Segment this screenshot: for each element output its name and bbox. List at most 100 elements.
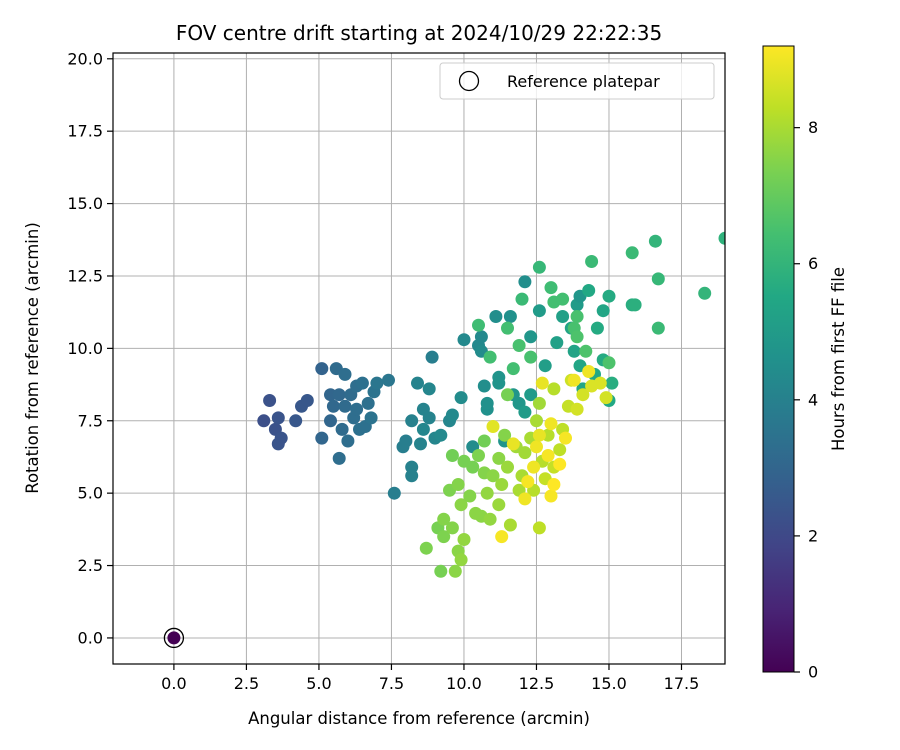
y-tick-label: 2.5: [78, 556, 103, 575]
y-tick-label: 0.0: [78, 628, 103, 647]
scatter-point: [570, 310, 584, 323]
scatter-point: [590, 321, 604, 335]
scatter-point: [489, 310, 503, 323]
scatter-point: [718, 231, 725, 245]
scatter-point: [472, 318, 485, 332]
scatter-point: [544, 489, 558, 503]
colorbar: [762, 45, 795, 673]
scatter-point: [495, 478, 509, 491]
scatter-point: [605, 376, 619, 390]
grid-lines: [113, 53, 725, 664]
scatter-point: [648, 234, 662, 248]
scatter-point: [382, 373, 395, 387]
y-tick-label: 17.5: [67, 122, 103, 141]
scatter-point: [593, 376, 607, 390]
x-tick-label: 12.5: [519, 674, 555, 693]
colorbar-label: Hours from first FF file: [829, 267, 848, 451]
scatter-point: [387, 486, 401, 500]
scatter-point: [501, 460, 514, 474]
scatter-point: [448, 564, 462, 578]
scatter-point: [457, 533, 471, 546]
scatter-point: [416, 422, 430, 436]
scatter-point: [405, 414, 419, 428]
scatter-point: [474, 330, 488, 344]
scatter-point: [300, 394, 314, 407]
scatter-point: [355, 376, 369, 390]
scatter-point: [332, 388, 346, 402]
scatter-point: [422, 411, 436, 425]
scatter-point: [530, 414, 543, 428]
scatter-point: [466, 460, 480, 474]
scatter-point: [315, 431, 329, 445]
chart-title: FOV centre drift starting at 2024/10/29 …: [176, 21, 662, 45]
scatter-point: [602, 356, 616, 370]
scatter-point: [454, 391, 468, 405]
scatter-point: [419, 541, 433, 555]
scatter-point: [289, 414, 303, 428]
x-tick-label: 17.5: [664, 674, 700, 693]
y-tick-label: 7.5: [78, 411, 103, 430]
scatter-point: [257, 414, 271, 428]
colorbar-tick-label: 0: [808, 663, 818, 682]
scatter-point: [527, 460, 541, 474]
x-axis-ticks: 0.0 2.5 5.0 7.5 10.0 12.5 15.0 17.5: [161, 664, 699, 693]
scatter-point: [472, 449, 485, 462]
y-tick-label: 15.0: [67, 194, 103, 213]
scatter-point: [518, 275, 532, 289]
scatter-point: [501, 321, 514, 335]
x-tick-label: 5.0: [306, 674, 331, 693]
colorbar-tick-label: 4: [808, 390, 818, 409]
scatter-point: [492, 498, 506, 512]
scatter-point: [486, 469, 500, 483]
scatter-point: [477, 379, 491, 393]
scatter-point: [596, 304, 610, 318]
scatter-point: [567, 344, 581, 358]
scatter-point: [628, 298, 642, 312]
scatter-point: [483, 512, 497, 526]
y-tick-label: 10.0: [67, 339, 103, 358]
scatter-point: [477, 434, 491, 448]
scatter-point: [518, 492, 532, 506]
scatter-point: [437, 512, 451, 526]
scatter-point: [492, 376, 506, 390]
scatter-point: [457, 333, 471, 347]
scatter-point: [350, 402, 364, 416]
scatter-point: [518, 446, 532, 460]
scatter-point: [434, 564, 448, 578]
scatter-point: [544, 281, 558, 295]
scatter-point: [698, 286, 712, 300]
scatter-point: [483, 350, 497, 364]
scatter-point: [532, 428, 546, 442]
scatter-point: [524, 350, 538, 364]
scatter-point: [422, 382, 436, 396]
scatter-point: [480, 396, 494, 410]
scatter-point: [535, 376, 549, 390]
scatter-point: [486, 420, 500, 433]
scatter-point: [451, 478, 465, 491]
scatter-point: [445, 521, 459, 535]
y-tick-label: 12.5: [67, 266, 103, 285]
scatter-point: [341, 434, 355, 448]
scatter-point: [274, 431, 288, 445]
scatter-point: [411, 376, 424, 390]
scatter-point: [498, 428, 512, 442]
scatter-point: [541, 449, 555, 462]
scatter-point: [399, 434, 413, 448]
scatter-point: [167, 631, 181, 645]
scatter-point: [579, 344, 593, 358]
scatter-point: [263, 394, 277, 407]
scatter-point: [315, 362, 329, 376]
scatter-point: [437, 530, 451, 544]
scatter-point: [585, 255, 599, 268]
x-tick-label: 10.0: [446, 674, 482, 693]
scatter-point: [553, 443, 567, 457]
y-axis-label: Rotation from reference (arcmin): [23, 222, 42, 494]
scatter-point: [567, 373, 581, 387]
scatter-point: [503, 518, 517, 532]
legend-box: [439, 62, 715, 100]
x-tick-label: 7.5: [379, 674, 404, 693]
scatter-point: [463, 489, 477, 503]
scatter-point: [405, 469, 419, 483]
scatter-point: [570, 330, 584, 344]
